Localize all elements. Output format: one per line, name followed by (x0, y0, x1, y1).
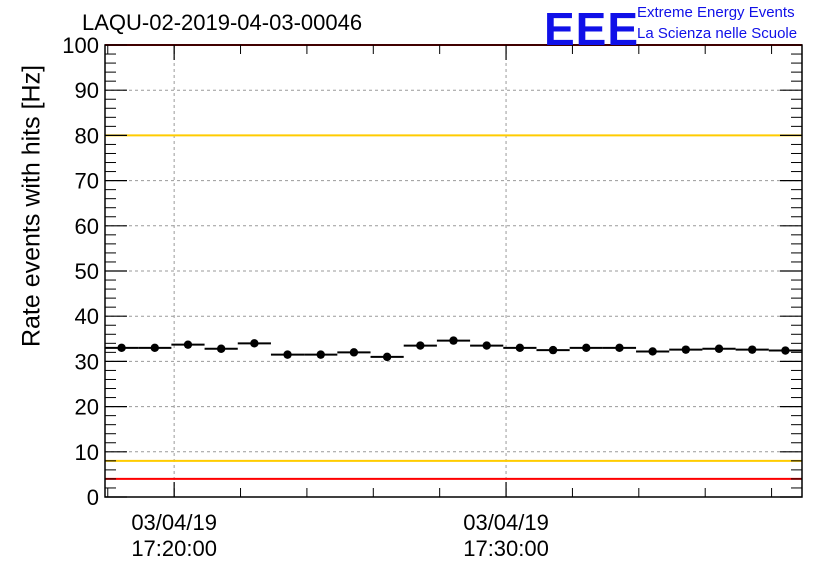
y-axis-label: Rate events with hits [Hz] (17, 64, 46, 348)
data-point (515, 343, 525, 353)
data-point (183, 340, 193, 349)
eee-logo: EEE (544, 3, 640, 55)
data-point (316, 350, 325, 359)
data-point (382, 352, 392, 362)
x-time-label: 17:20:00 (131, 536, 217, 561)
y-tick-label: 20 (75, 395, 99, 420)
data-point (449, 336, 458, 345)
data-point (416, 341, 425, 350)
data-point (548, 345, 558, 355)
data-point (216, 344, 226, 353)
y-tick-label: 0 (87, 485, 99, 510)
x-date-label: 03/04/19 (463, 510, 549, 535)
tick-labels: 010203040506070809010003/04/1917:20:0003… (62, 33, 549, 561)
y-tick-label: 70 (75, 169, 99, 194)
plot-frame (104, 44, 803, 498)
logo-line-1: Extreme Energy Events (637, 4, 795, 21)
data-points (105, 336, 802, 362)
reference-lines (105, 44, 802, 480)
data-point (349, 348, 359, 357)
logo-line-2: La Scienza nelle Scuole (637, 25, 798, 42)
y-tick-label: 30 (75, 349, 99, 374)
data-point (781, 346, 790, 355)
data-point (150, 343, 159, 353)
x-date-label: 03/04/19 (131, 510, 217, 535)
y-tick-label: 100 (62, 33, 99, 58)
data-point (283, 350, 292, 359)
y-tick-label: 80 (75, 123, 99, 148)
data-point (681, 345, 691, 354)
data-point (748, 345, 757, 354)
data-point (482, 341, 491, 350)
y-tick-label: 10 (75, 440, 99, 465)
grid-layer (105, 45, 802, 497)
data-point (615, 343, 624, 353)
data-point (250, 339, 259, 348)
data-point (117, 343, 126, 353)
y-tick-label: 50 (75, 259, 99, 284)
data-point (714, 344, 724, 353)
data-point (648, 347, 657, 356)
y-tick-label: 90 (75, 78, 99, 103)
data-point (582, 343, 591, 353)
y-tick-label: 40 (75, 304, 99, 329)
x-time-label: 17:30:00 (463, 536, 549, 561)
y-tick-label: 60 (75, 214, 99, 239)
chart-title: LAQU-02-2019-04-03-00046 (82, 10, 363, 35)
